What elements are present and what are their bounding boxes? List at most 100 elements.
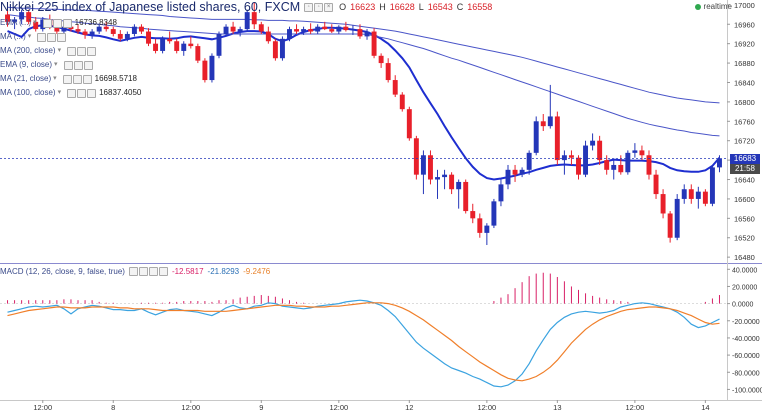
macd-tick-label: -60.0000 (732, 353, 760, 360)
price-tick-label: 16720 (734, 137, 755, 146)
settings-icon[interactable] (63, 60, 73, 70)
candle-body (413, 138, 419, 175)
move-icon[interactable] (148, 267, 158, 276)
close-icon[interactable] (87, 46, 97, 56)
eye-icon[interactable] (47, 32, 57, 42)
candle-body (632, 150, 638, 153)
macd-name: MACD (12, 26, close, 9, false, true) (0, 267, 125, 276)
macd-tick-label: -20.0000 (732, 319, 760, 326)
macd-controls[interactable] (128, 267, 168, 276)
close-icon[interactable] (158, 267, 168, 276)
chevron-down-icon[interactable]: ▾ (53, 75, 57, 82)
close-icon[interactable]: × (324, 2, 334, 12)
header-controls[interactable]: ◦ ◦ × (304, 2, 334, 12)
candle-body (491, 201, 497, 226)
candle-body (653, 174, 659, 195)
indicator-row[interactable]: EMA (9, close) ▾ (0, 58, 141, 72)
chevron-down-icon[interactable]: ▾ (57, 89, 62, 96)
candle-body (110, 29, 116, 34)
settings-icon[interactable] (37, 32, 47, 42)
candle-body (590, 140, 596, 146)
candle-body (188, 43, 194, 47)
price-tick-label: 17000 (734, 1, 755, 10)
candle-body (202, 60, 208, 81)
indicator-name: MA (100, close) (0, 88, 56, 97)
indicator-name: MA (...) (0, 32, 26, 41)
settings-icon[interactable] (128, 267, 138, 276)
settings-icon[interactable] (67, 88, 77, 98)
indicator-controls[interactable] (67, 46, 97, 56)
candle-body (470, 211, 476, 219)
indicator-controls[interactable] (63, 60, 93, 70)
eye-icon[interactable] (77, 46, 87, 56)
macd-tick-label: -80.0000 (732, 370, 760, 377)
close-icon[interactable] (87, 88, 97, 98)
chevron-down-icon[interactable]: ▾ (54, 61, 58, 68)
indicator-controls[interactable] (42, 18, 72, 28)
close-icon[interactable] (62, 18, 72, 28)
eye-icon[interactable] (77, 88, 87, 98)
candle-body (26, 12, 32, 22)
time-tick-label: 12:00 (181, 403, 200, 412)
candle-body (124, 33, 130, 39)
indicator-row[interactable]: MA (200, close) ▾ (0, 44, 141, 58)
macd-legend: MACD (12, 26, close, 9, false, true) -12… (0, 267, 270, 276)
candle-body (604, 160, 610, 170)
hide-icon[interactable]: ◦ (314, 2, 324, 12)
macd-tick-label: 20.0000 (732, 284, 757, 291)
candle-body (583, 145, 589, 175)
candle-body (618, 164, 624, 173)
eye-icon[interactable] (73, 60, 83, 70)
time-tick-label: 13 (553, 403, 561, 412)
high-value: 16628 (389, 2, 415, 12)
settings-icon[interactable] (62, 74, 72, 84)
indicator-name: EMA (...) (0, 18, 32, 27)
close-icon[interactable] (57, 32, 67, 42)
indicator-controls[interactable] (62, 74, 92, 84)
candle-body (195, 46, 201, 61)
indicator-row[interactable]: MA (...) ▾ (0, 30, 141, 44)
macd-tick-label: -100.0000 (732, 387, 762, 394)
candle-body (244, 12, 250, 30)
candle-body (576, 157, 581, 175)
settings-icon[interactable] (67, 46, 77, 56)
candle-body (68, 26, 74, 30)
candle-body (167, 38, 173, 42)
ma-line (7, 6, 720, 104)
indicator-row[interactable]: MA (21, close) ▾ 16698.5718 (0, 72, 141, 86)
indicator-value: 16736.8348 (74, 18, 117, 27)
eye-icon[interactable] (72, 74, 82, 84)
last-price-value: 16683 (730, 153, 760, 164)
eye-icon[interactable] (138, 267, 148, 276)
chevron-down-icon[interactable]: ▾ (57, 47, 62, 54)
candle-body (279, 38, 285, 59)
price-tick-label: 16600 (734, 195, 755, 204)
indicator-controls[interactable] (67, 88, 97, 98)
indicator-name: MA (21, close) (0, 74, 52, 83)
settings-icon[interactable] (42, 18, 52, 28)
settings-icon[interactable]: ◦ (304, 2, 314, 12)
candle-body (138, 26, 144, 32)
candle-body (611, 164, 617, 170)
candle-body (568, 155, 574, 158)
realtime-indicator: realtime (694, 2, 732, 11)
eye-icon[interactable] (52, 18, 62, 28)
candle-body (117, 33, 123, 39)
open-value: 16623 (350, 2, 376, 12)
candle-body (392, 80, 398, 95)
macd-panel (0, 272, 727, 388)
indicator-row[interactable]: EMA (...) ▾ 16736.8348 (0, 16, 141, 30)
candle-body (75, 29, 81, 32)
candle-body (505, 169, 511, 185)
candle-body (498, 184, 504, 202)
indicator-row[interactable]: MA (100, close) ▾ 16837.4050 (0, 86, 141, 100)
macd-line (7, 299, 720, 388)
chevron-down-icon[interactable]: ▾ (27, 33, 32, 40)
close-icon[interactable] (82, 74, 92, 84)
close-icon[interactable] (83, 60, 93, 70)
indicator-controls[interactable] (37, 32, 67, 42)
chevron-down-icon[interactable]: ▾ (33, 19, 37, 26)
candle-body (406, 109, 412, 139)
candlestick-series (0, 2, 727, 246)
